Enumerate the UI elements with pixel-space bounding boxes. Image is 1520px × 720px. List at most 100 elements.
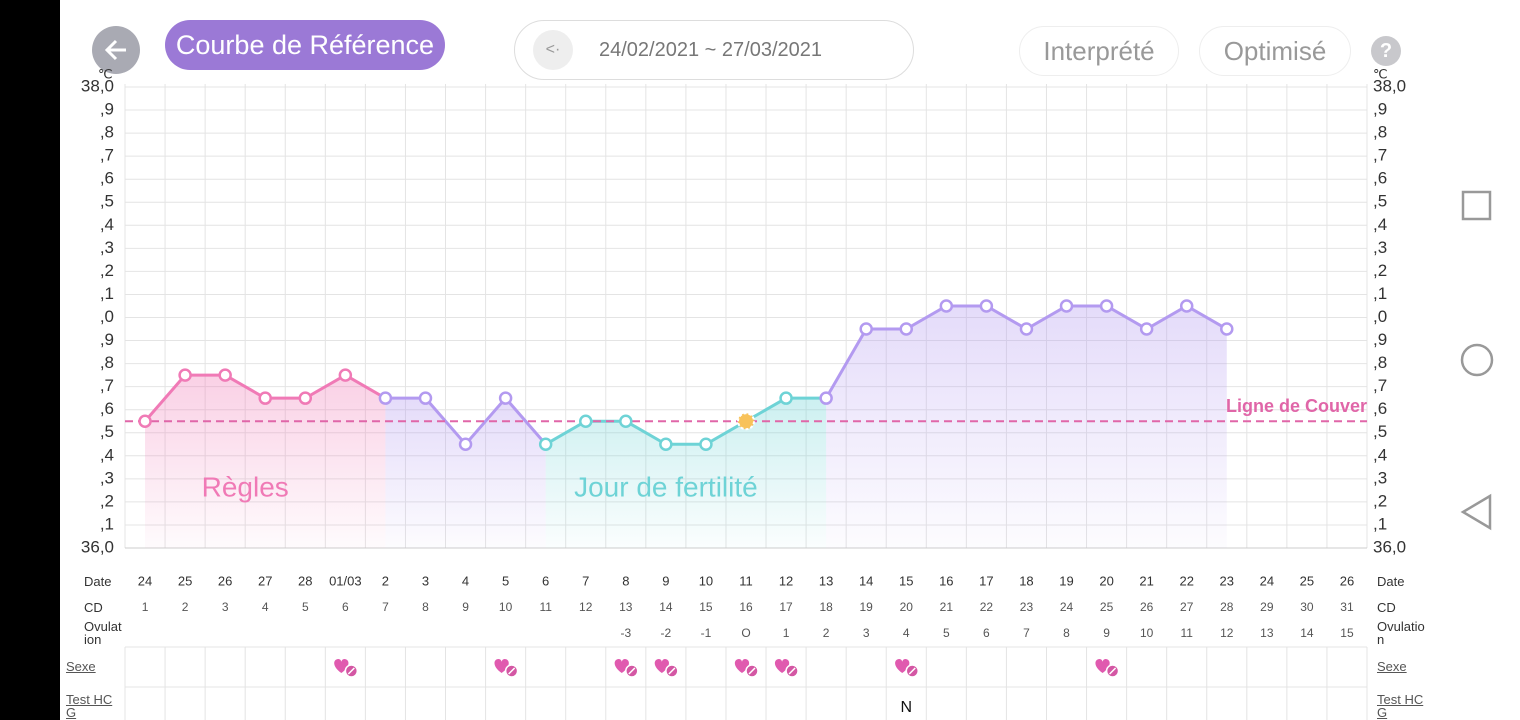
y-tick-label: ,7 — [100, 146, 114, 165]
back-button[interactable] — [92, 26, 140, 74]
phase-area — [145, 375, 386, 548]
badge-slash — [1109, 667, 1117, 675]
temperature-point — [178, 368, 192, 382]
date-label: 12 — [779, 573, 793, 588]
ovulation-label: 8 — [1063, 626, 1070, 640]
date-range-text: 24/02/2021 ~ 27/03/2021 — [599, 38, 822, 61]
badge-slash — [908, 667, 916, 675]
y-tick-label: ,1 — [100, 284, 114, 303]
ovulation-label: 2 — [823, 626, 830, 640]
ovulation-label: 10 — [1140, 626, 1154, 640]
optimise-button[interactable]: Optimisé — [1199, 26, 1351, 76]
help-button[interactable]: ? — [1371, 36, 1401, 66]
date-label: 14 — [859, 573, 873, 588]
row-label-right: Test HCG — [1377, 692, 1424, 720]
cd-label: 19 — [860, 600, 874, 614]
cd-label: 18 — [819, 600, 833, 614]
y-tick-label: ,2 — [100, 261, 114, 280]
cd-label: 28 — [1220, 600, 1234, 614]
date-label: 10 — [699, 573, 713, 588]
temperature-point — [218, 368, 232, 382]
recent-button[interactable] — [1461, 190, 1492, 221]
badge-slash — [668, 667, 676, 675]
y-tick-label-right: 36,0 — [1373, 537, 1406, 556]
date-label: 13 — [819, 573, 833, 588]
date-label: 24 — [138, 573, 152, 588]
phase-label: Règles — [202, 471, 289, 502]
ovulation-label: 12 — [1220, 626, 1234, 640]
y-tick-label-right: ,6 — [1373, 169, 1387, 188]
date-label: 24 — [1260, 573, 1274, 588]
date-label: 28 — [298, 573, 312, 588]
cd-label: 15 — [699, 600, 713, 614]
date-label: 23 — [1220, 573, 1234, 588]
temperature-point — [1059, 299, 1074, 313]
temperature-point — [619, 414, 633, 428]
date-range[interactable]: <· 24/02/2021 ~ 27/03/2021 — [514, 20, 914, 80]
ovulation-point — [737, 412, 755, 431]
row-label-right: Ovulation — [1377, 619, 1425, 647]
date-label: 9 — [662, 573, 669, 588]
temperature-point — [1019, 322, 1034, 336]
row-label-right: CD — [1377, 600, 1396, 615]
temperature-line — [824, 304, 1228, 399]
date-label: 26 — [1340, 573, 1354, 588]
back-nav-button[interactable] — [1460, 493, 1492, 531]
ovulation-label: 14 — [1300, 626, 1314, 640]
y-tick-label: ,5 — [100, 192, 114, 211]
ovulation-label: 7 — [1023, 626, 1030, 640]
date-label: 2 — [382, 573, 389, 588]
temperature-point — [498, 391, 513, 405]
date-label: 6 — [542, 573, 549, 588]
ovulation-label: -1 — [701, 626, 712, 640]
y-tick-label: 36,0 — [81, 537, 114, 556]
y-tick-label-right: ,4 — [1373, 445, 1387, 464]
row-label: CD — [84, 600, 103, 615]
date-label: 5 — [502, 573, 509, 588]
y-tick-label-right: ,3 — [1373, 238, 1387, 257]
temperature-point — [899, 322, 914, 336]
date-label: 16 — [939, 573, 953, 588]
temperature-point — [418, 391, 433, 405]
ovulation-label: 5 — [943, 626, 950, 640]
y-tick-label: ,5 — [100, 422, 114, 441]
cd-label: 13 — [619, 600, 633, 614]
cd-label: 11 — [539, 600, 552, 614]
cd-label: 23 — [1020, 600, 1034, 614]
badge — [785, 664, 799, 678]
home-button[interactable] — [1460, 343, 1494, 377]
row-label: Date — [84, 574, 112, 589]
cd-label: 6 — [342, 600, 349, 614]
temperature-point — [378, 391, 393, 405]
y-tick-label: ,6 — [100, 169, 114, 188]
ovulation-label: 3 — [863, 626, 870, 640]
ovulation-label: -2 — [661, 626, 672, 640]
ovulation-label: 9 — [1103, 626, 1110, 640]
phase-area — [385, 398, 546, 548]
date-label: 18 — [1019, 573, 1033, 588]
sexe-icon — [654, 659, 679, 678]
sexe-icon — [734, 659, 759, 678]
y-tick-label-right: ,8 — [1373, 353, 1387, 372]
sexe-icon — [1095, 659, 1120, 678]
cd-label: 14 — [659, 600, 673, 614]
ovulation-label: 6 — [983, 626, 990, 640]
badge-slash — [788, 667, 796, 675]
interprete-button[interactable]: Interprété — [1019, 26, 1179, 76]
temperature-point — [699, 437, 713, 452]
date-label: 21 — [1139, 573, 1153, 588]
y-tick-label: ,2 — [100, 491, 114, 510]
temperature-point — [578, 414, 593, 428]
ovulation-label: 13 — [1260, 626, 1274, 640]
phase-area — [826, 305, 1227, 548]
date-label: 11 — [739, 573, 753, 588]
heart — [614, 659, 629, 673]
date-label: 4 — [462, 573, 469, 588]
cd-label: 22 — [980, 600, 994, 614]
y-tick-label-right: ,2 — [1373, 261, 1387, 280]
cd-label: 8 — [422, 600, 429, 614]
title-pill[interactable]: Courbe de Référence — [165, 20, 445, 70]
cd-label: 10 — [499, 600, 513, 614]
y-tick-label-right: ,5 — [1373, 422, 1387, 441]
sexe-icon — [614, 659, 639, 678]
